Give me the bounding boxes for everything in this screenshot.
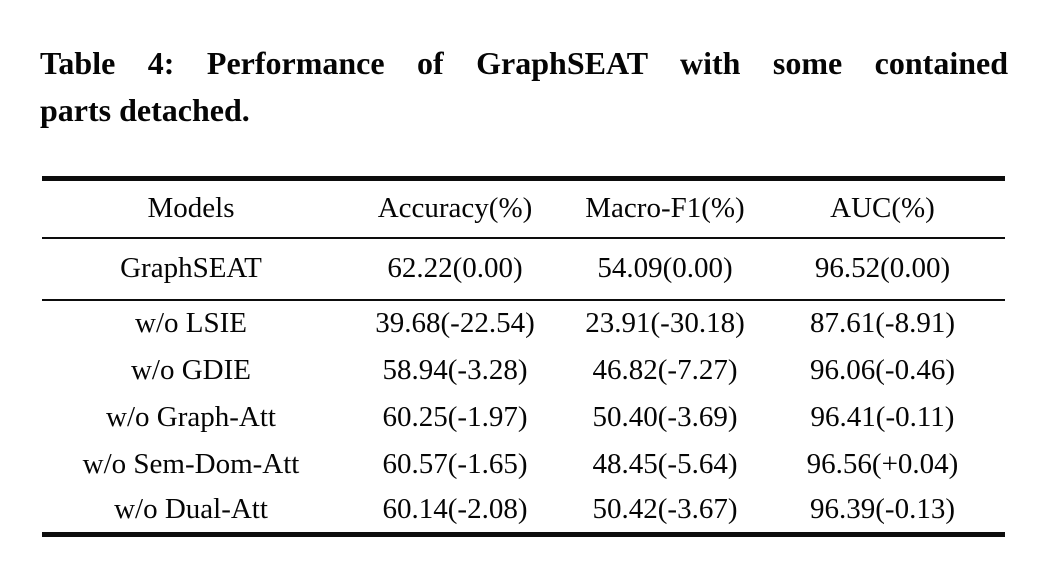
cell-auc: 96.56(+0.04)	[806, 447, 959, 480]
cell-macro-f1: 50.40(-3.69)	[592, 400, 738, 433]
table-caption-line2: parts detached.	[40, 92, 250, 128]
table-row-wo-gdie: w/o GDIE 58.94(-3.28) 46.82(-7.27) 96.06…	[42, 347, 1005, 394]
column-header-models: Models	[42, 178, 340, 239]
table-row-wo-sem-dom-att: w/o Sem-Dom-Att 60.57(-1.65) 48.45(-5.64…	[42, 441, 1005, 488]
cell-accuracy: 39.68(-22.54)	[375, 307, 535, 339]
column-header-accuracy: Accuracy(%)	[340, 178, 570, 239]
cell-model: w/o Graph-Att	[106, 400, 276, 433]
cell-model: w/o GDIE	[130, 353, 251, 386]
cell-accuracy: 58.94(-3.28)	[382, 353, 528, 386]
table-row-wo-dual-att: w/o Dual-Att 60.14(-2.08) 50.42(-3.67) 9…	[42, 488, 1005, 535]
cell-macro-f1: 54.09(0.00)	[570, 237, 760, 301]
cell-accuracy: 60.14(-2.08)	[382, 493, 528, 526]
cell-macro-f1: 23.91(-30.18)	[585, 307, 745, 339]
results-table: Models Accuracy(%) Macro-F1(%) AUC(%) Gr…	[42, 176, 1005, 537]
table-header-row: Models Accuracy(%) Macro-F1(%) AUC(%)	[42, 178, 1005, 239]
column-header-macro-f1: Macro-F1(%)	[570, 178, 760, 239]
table-caption: Table 4: Performance of GraphSEAT with s…	[40, 40, 1008, 134]
table-row-wo-graph-att: w/o Graph-Att 60.25(-1.97) 50.40(-3.69) …	[42, 394, 1005, 441]
cell-auc: 87.61(-8.91)	[810, 307, 955, 339]
table-row-wo-lsie: w/o LSIE 39.68(-22.54) 23.91(-30.18) 87.…	[42, 300, 1005, 347]
column-header-auc: AUC(%)	[760, 178, 1005, 239]
cell-accuracy: 60.25(-1.97)	[382, 400, 528, 433]
cell-macro-f1: 48.45(-5.64)	[592, 447, 738, 480]
cell-model: w/o LSIE	[135, 307, 247, 339]
cell-auc: 96.06(-0.46)	[810, 353, 955, 386]
cell-auc: 96.39(-0.13)	[810, 493, 955, 526]
cell-model: w/o Sem-Dom-Att	[82, 447, 300, 480]
cell-model: w/o Dual-Att	[114, 493, 268, 526]
cell-accuracy: 62.22(0.00)	[340, 237, 570, 301]
table-row-graphseat: GraphSEAT 62.22(0.00) 54.09(0.00) 96.52(…	[42, 237, 1005, 301]
cell-auc: 96.41(-0.11)	[810, 400, 955, 433]
cell-macro-f1: 50.42(-3.67)	[592, 493, 738, 526]
cell-auc: 96.52(0.00)	[760, 237, 1005, 301]
cell-accuracy: 60.57(-1.65)	[382, 447, 528, 480]
cell-model: GraphSEAT	[42, 237, 340, 301]
cell-macro-f1: 46.82(-7.27)	[592, 353, 738, 386]
table-caption-line1: Table 4: Performance of GraphSEAT with s…	[40, 45, 1008, 81]
